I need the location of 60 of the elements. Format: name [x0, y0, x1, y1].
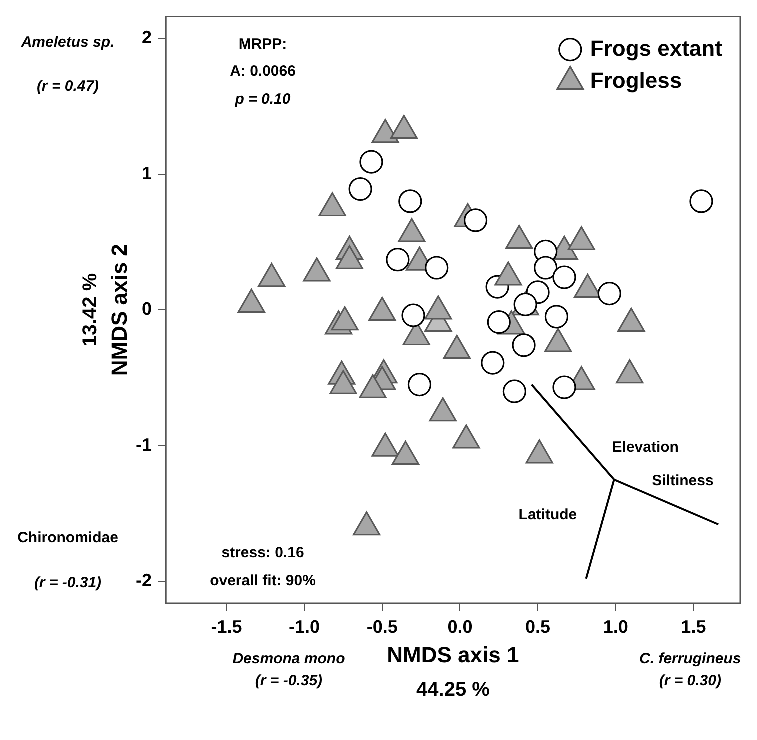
text: (r = 0.47)	[36, 78, 100, 95]
x-tick-label: -0.5	[366, 617, 398, 638]
text: Desmona mono	[232, 650, 346, 668]
annotation: overall fit: 90%	[210, 572, 316, 590]
y-tick-label: -1	[136, 434, 152, 455]
x-tick-label: -1.5	[211, 617, 242, 638]
y-tick-label: 2	[142, 27, 152, 48]
annotation: Elevation	[612, 439, 679, 456]
point	[443, 335, 471, 360]
point	[372, 432, 400, 457]
point	[398, 218, 426, 242]
text: (r = 0.30)	[659, 672, 722, 690]
annotation: p = 0.10	[234, 90, 292, 108]
annotation: stress: 0.16	[222, 544, 304, 562]
x-tick-label: -1.0	[289, 617, 320, 638]
text: Ameletus sp.	[20, 34, 115, 51]
point	[303, 258, 331, 282]
point	[616, 359, 644, 384]
point	[526, 440, 554, 464]
text: 13.42 %	[80, 273, 102, 347]
point	[568, 226, 596, 251]
annotation: A: 0.0066	[230, 62, 296, 80]
point	[390, 115, 418, 140]
point	[359, 374, 387, 399]
y-tick-label: -2	[136, 570, 152, 591]
y-tick-label: 0	[142, 299, 152, 320]
text: (r = -0.35)	[255, 672, 323, 690]
x-axis-title: NMDS axis 1	[387, 642, 520, 668]
x-tick-label: 0.5	[526, 617, 551, 638]
legend-label: Frogless	[590, 68, 682, 93]
legend-label: Frogs extant	[590, 36, 724, 61]
point	[368, 297, 396, 322]
annotation: Latitude	[518, 506, 578, 524]
point	[424, 296, 452, 320]
y-tick-label: 1	[142, 163, 152, 184]
point	[494, 262, 522, 286]
text: (r = -0.31)	[34, 574, 102, 592]
text: 44.25 %	[416, 678, 490, 701]
point	[372, 119, 400, 144]
x-tick-label: 1.5	[681, 617, 706, 638]
text: C. ferrugineus	[640, 650, 742, 668]
point	[392, 440, 420, 466]
point	[336, 245, 364, 270]
text: Chironomidae	[18, 530, 118, 547]
point	[258, 263, 286, 288]
point	[506, 225, 534, 250]
point	[331, 306, 359, 331]
point	[452, 424, 480, 449]
point	[618, 308, 646, 332]
point	[429, 398, 457, 422]
y-axis-title: NMDS axis 2	[107, 244, 132, 376]
x-tick-label: 1.0	[603, 617, 628, 638]
point	[318, 192, 346, 217]
annotation: MRPP:	[238, 36, 288, 53]
point	[353, 512, 381, 536]
x-tick-label: 0.0	[448, 617, 473, 638]
annotation: Siltiness	[652, 472, 714, 490]
point	[330, 370, 358, 394]
point	[544, 328, 572, 352]
point	[238, 288, 266, 313]
